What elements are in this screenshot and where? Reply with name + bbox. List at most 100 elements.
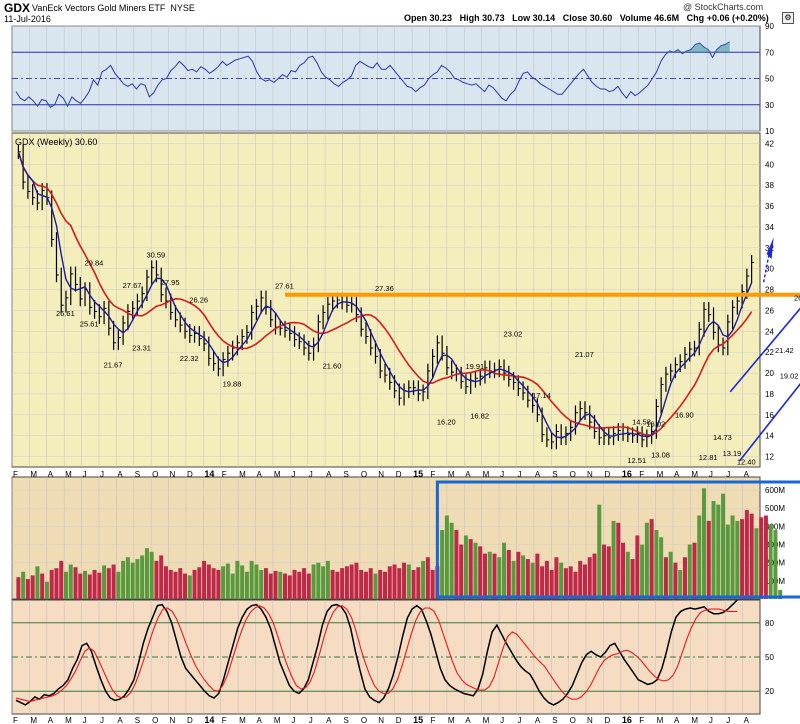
volume-bar xyxy=(487,551,492,599)
price-annotation: 22.32 xyxy=(180,354,199,363)
x-tick-label: J xyxy=(709,716,713,724)
price-tick-label: 40 xyxy=(765,160,774,169)
volume-bar xyxy=(430,569,435,599)
rsi-line xyxy=(15,41,730,109)
price-annotation: 19.02 xyxy=(780,371,799,380)
x-tick-label: O xyxy=(361,470,367,479)
x-tick-label: 16 xyxy=(622,469,632,479)
price-tick-label: 18 xyxy=(765,390,774,399)
volume-bar xyxy=(173,571,178,599)
x-tick-label: 14 xyxy=(204,715,214,724)
volume-bar xyxy=(221,566,226,599)
x-tick-label: D xyxy=(396,716,402,724)
volume-bar xyxy=(44,581,49,599)
price-title: GDX (Weekly) 30.60 xyxy=(15,137,97,147)
volume-bar xyxy=(316,562,321,599)
volume-bar xyxy=(125,557,130,599)
price-annotation: 30.59 xyxy=(146,251,165,260)
x-tick-label: M xyxy=(691,716,698,724)
x-tick-label: D xyxy=(396,470,402,479)
x-tick-label: N xyxy=(587,716,593,724)
volume-bar xyxy=(349,564,354,599)
rsi-tick-label: 70 xyxy=(765,48,774,57)
volume-bar xyxy=(302,568,307,599)
volume-bar xyxy=(754,528,759,599)
x-tick-label: J xyxy=(100,470,104,479)
volume-bar xyxy=(230,573,235,599)
volume-bar xyxy=(540,566,545,599)
panel-price xyxy=(11,132,761,468)
volume-bar xyxy=(35,566,40,599)
ohlc-readout: Open 30.23 High 30.73 Low 30.14 Close 30… xyxy=(404,13,769,23)
volume-bar xyxy=(168,569,173,599)
volume-bar xyxy=(268,573,273,599)
x-tick-label: M xyxy=(30,716,37,724)
volume-bar xyxy=(511,560,516,599)
price-tick-label: 12 xyxy=(765,453,774,462)
stochastic-tick-label: 80 xyxy=(765,619,774,628)
volume-tick-label: 600M xyxy=(765,486,785,495)
volume-bar xyxy=(592,553,597,599)
volume-bar xyxy=(625,551,630,599)
x-tick-label: J xyxy=(500,716,504,724)
volume-bar xyxy=(406,564,411,599)
price-annotation: 16.20 xyxy=(437,418,456,427)
price-annotation: 12.81 xyxy=(699,453,718,462)
volume-bar xyxy=(54,568,59,599)
x-tick-label: A xyxy=(117,716,123,724)
x-tick-label: F xyxy=(222,716,227,724)
volume-bar xyxy=(21,571,26,599)
high-label: High xyxy=(459,13,480,23)
volume-tick-label: 400M xyxy=(765,522,785,531)
price-annotation: 23.31 xyxy=(132,344,151,353)
volume-bar xyxy=(149,551,154,599)
volume-bar xyxy=(183,573,188,599)
volume-bar xyxy=(40,573,45,599)
volume-bar xyxy=(73,567,78,599)
price-annotation: 27.67 xyxy=(123,281,142,290)
change-value: +0.06 (+0.20%) xyxy=(706,13,769,23)
x-tick-label: J xyxy=(291,470,295,479)
x-tick-label: M xyxy=(483,716,490,724)
x-tick-label: A xyxy=(744,470,750,479)
x-tick-label: A xyxy=(326,470,332,479)
price-annotation: 26.47 xyxy=(794,294,800,303)
volume-bar xyxy=(521,555,526,599)
x-tick-label: A xyxy=(257,470,263,479)
volume-bar xyxy=(706,520,711,599)
volume-bar xyxy=(354,562,359,599)
volume-bar xyxy=(30,575,35,599)
x-tick-label: O xyxy=(152,716,158,724)
volume-bar xyxy=(768,524,773,599)
symbol-label: GDX xyxy=(4,1,31,15)
x-tick-label: A xyxy=(535,716,541,724)
x-tick-label: F xyxy=(639,470,644,479)
volume-bar xyxy=(392,564,397,599)
stochastic-line-1 xyxy=(15,599,738,706)
volume-bar xyxy=(178,568,183,599)
x-tick-label: J xyxy=(500,470,504,479)
volume-bar xyxy=(563,568,568,599)
x-tick-label: M xyxy=(239,716,246,724)
volume-bar xyxy=(378,569,383,599)
chart-date: 11-Jul-2016 xyxy=(4,14,51,24)
price-annotation: 14.73 xyxy=(713,433,732,442)
volume-bar xyxy=(725,524,730,599)
volume-bar xyxy=(497,557,502,599)
volume-bar xyxy=(387,566,392,599)
volume-bar xyxy=(292,569,297,599)
volume-bar xyxy=(559,562,564,599)
x-tick-label: M xyxy=(691,470,698,479)
volume-bar xyxy=(68,564,73,599)
x-tick-label: 15 xyxy=(413,469,423,479)
price-tick-label: 26 xyxy=(765,306,774,315)
price-annotation: 27.95 xyxy=(161,278,180,287)
x-tick-label: O xyxy=(570,470,576,479)
volume-bar xyxy=(373,573,378,599)
volume-bar xyxy=(454,530,459,599)
x-tick-label: N xyxy=(587,470,593,479)
x-tick-label: J xyxy=(517,470,521,479)
gear-icon[interactable]: ⚙ xyxy=(782,12,794,24)
volume-bar xyxy=(278,571,283,599)
x-tick-label: M xyxy=(65,470,72,479)
